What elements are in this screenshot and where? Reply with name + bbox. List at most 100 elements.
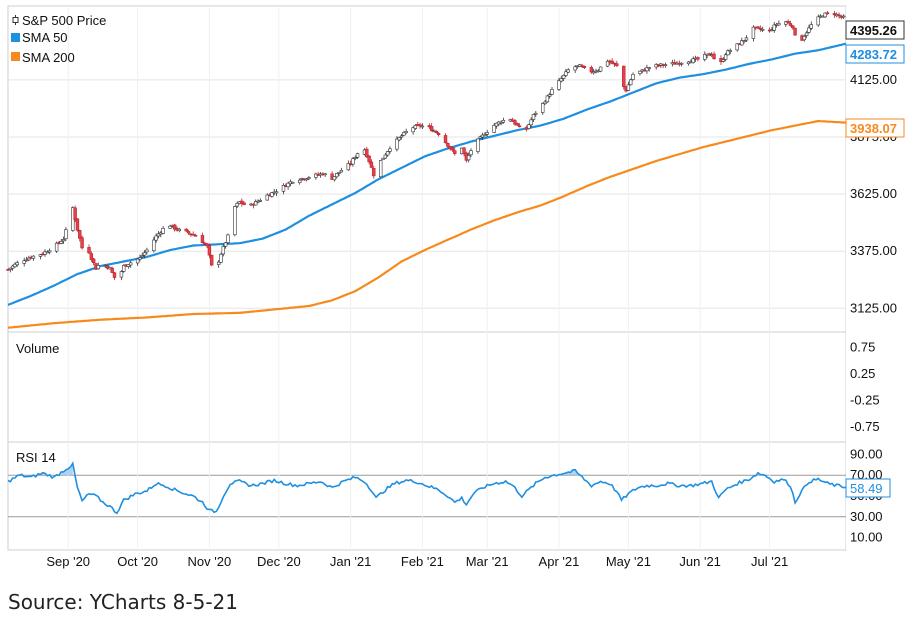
price-y-tick-label: 3625.00	[850, 186, 897, 201]
candle-body	[622, 65, 626, 88]
price-y-tick-label: 3125.00	[850, 300, 897, 315]
candle-body	[429, 125, 434, 132]
candlestick-icon	[12, 15, 19, 25]
candle-body	[807, 27, 811, 33]
candle-body	[531, 114, 536, 120]
rsi-panel	[7, 441, 847, 551]
candle-body	[286, 182, 290, 188]
candle-body	[367, 155, 371, 163]
candle-body	[61, 239, 66, 242]
sma50-line	[7, 42, 847, 306]
candle-body	[610, 60, 614, 64]
candle-body	[281, 184, 286, 192]
candle-body	[265, 194, 269, 201]
candle-body	[804, 32, 809, 36]
x-tick-label: Jul '21	[751, 554, 788, 569]
price-legend[interactable]: S&P 500 Price SMA 50 SMA 200	[11, 13, 106, 65]
candle-body	[365, 148, 369, 158]
candle-body	[304, 178, 309, 181]
y-axis-tick-labels: 4125.003875.003625.003375.003125.000.750…	[850, 72, 897, 545]
legend-item-sma50[interactable]: SMA 50	[11, 30, 68, 45]
candle-body	[841, 15, 846, 18]
candle-body	[492, 125, 496, 133]
rsi-line	[7, 461, 847, 515]
candle-body	[825, 12, 830, 15]
candle-body	[399, 135, 404, 138]
candle-body	[80, 237, 84, 249]
svg-text:4283.72: 4283.72	[850, 47, 897, 62]
source-caption: Source: YCharts 8-5-21	[8, 590, 238, 614]
candle-body	[483, 134, 487, 137]
candle-body	[434, 131, 438, 133]
svg-text:3938.07: 3938.07	[850, 121, 897, 136]
candle-body	[453, 150, 457, 155]
legend-item-sma200[interactable]: SMA 200	[11, 50, 75, 65]
candle-body	[598, 66, 603, 72]
legend-item-price[interactable]: S&P 500 Price	[12, 13, 106, 28]
candle-body	[221, 246, 225, 255]
candle-body	[383, 154, 388, 159]
rsi-y-tick-label: 90.00	[850, 446, 883, 461]
candle-body	[517, 125, 522, 128]
candle-body	[816, 16, 820, 26]
candle-body	[8, 267, 13, 270]
volume-panel-title: Volume	[16, 341, 59, 356]
candle-body	[744, 37, 749, 41]
x-tick-label: Sep '20	[46, 554, 90, 569]
candle-body	[122, 265, 126, 272]
candle-body	[307, 177, 311, 179]
candle-body	[332, 176, 337, 181]
candle-body	[135, 258, 140, 264]
candle-body	[339, 170, 344, 173]
right-axis-column	[846, 6, 906, 550]
candle-body	[78, 230, 82, 239]
candle-body	[793, 27, 797, 36]
candle-body	[203, 242, 207, 245]
volume-y-tick-label: -0.25	[850, 392, 880, 407]
candle-body	[177, 228, 182, 232]
candle-body	[534, 112, 538, 115]
candle-body	[91, 258, 96, 263]
sma200-series	[7, 119, 847, 329]
candle-body	[756, 26, 760, 29]
candle-body	[777, 23, 781, 26]
candle-body	[557, 80, 561, 90]
candle-body	[823, 12, 827, 18]
candle-body	[172, 224, 177, 230]
candle-body	[631, 74, 635, 80]
last-rsi-tag: 58.49	[845, 478, 891, 498]
candle-body	[38, 254, 43, 257]
candle-body	[466, 155, 471, 161]
candle-body	[112, 272, 117, 278]
candle-body	[337, 172, 341, 174]
candle-body	[126, 264, 131, 267]
candle-body	[696, 57, 700, 60]
candle-body	[22, 260, 26, 264]
stock-chart: 4125.003875.003625.003375.003125.000.750…	[6, 5, 906, 569]
candle-body	[161, 228, 165, 234]
grid-lines	[8, 8, 846, 548]
candle-body	[233, 206, 237, 236]
candle-body	[142, 252, 147, 256]
candle-body	[152, 239, 156, 252]
svg-text:58.49: 58.49	[850, 481, 883, 496]
candle-body	[73, 207, 77, 220]
candle-body	[45, 251, 50, 254]
candle-body	[184, 228, 188, 232]
candle-body	[726, 50, 730, 56]
candle-body	[545, 95, 550, 103]
candle-body	[566, 69, 570, 73]
candle-body	[388, 148, 392, 152]
candle-body	[740, 40, 744, 46]
candle-body	[469, 150, 473, 156]
candle-body	[346, 163, 350, 171]
candle-body	[258, 200, 263, 202]
candle-body	[413, 125, 418, 129]
volume-y-tick-label: 0.25	[850, 366, 875, 381]
candle-body	[758, 27, 763, 30]
x-tick-label: Mar '21	[466, 554, 509, 569]
candle-body	[13, 263, 17, 268]
candle-body	[372, 168, 376, 177]
candle-body	[242, 202, 246, 205]
candle-body	[772, 24, 776, 31]
